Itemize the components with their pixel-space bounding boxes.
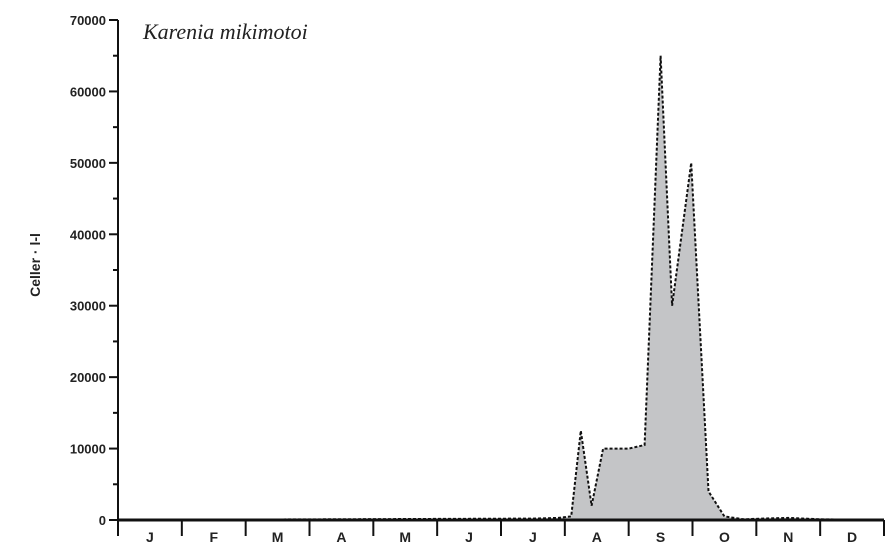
y-tick-label: 0 <box>99 513 106 528</box>
y-ticks: 0 10000 20000 30000 40000 50000 60000 70000 <box>70 13 118 528</box>
y-tick-label: 60000 <box>70 84 106 99</box>
x-tick-label: A <box>336 529 346 545</box>
y-tick-label: 70000 <box>70 13 106 28</box>
y-tick-label: 30000 <box>70 299 106 314</box>
y-tick-label: 50000 <box>70 156 106 171</box>
x-tick-label: D <box>847 529 857 545</box>
series-area-fill <box>118 55 884 520</box>
series-line <box>117 55 885 521</box>
x-tick-label: N <box>783 529 793 545</box>
area-layer <box>117 55 885 521</box>
x-tick-label: A <box>592 529 602 545</box>
x-tick-label: M <box>399 529 411 545</box>
y-tick-label: 40000 <box>70 227 106 242</box>
axes-layer <box>117 20 884 522</box>
x-tick-label: F <box>209 529 218 545</box>
x-tick-label: J <box>146 529 154 545</box>
x-tick-label: J <box>529 529 537 545</box>
x-tick-label: O <box>719 529 730 545</box>
chart-title: Karenia mikimotoi <box>142 19 308 44</box>
x-tick-label: J <box>465 529 473 545</box>
x-tick-label: S <box>656 529 665 545</box>
y-tick-label: 10000 <box>70 442 106 457</box>
x-tick-label: M <box>272 529 284 545</box>
y-tick-label: 20000 <box>70 370 106 385</box>
y-axis-label: Celler · l-l <box>27 233 43 297</box>
